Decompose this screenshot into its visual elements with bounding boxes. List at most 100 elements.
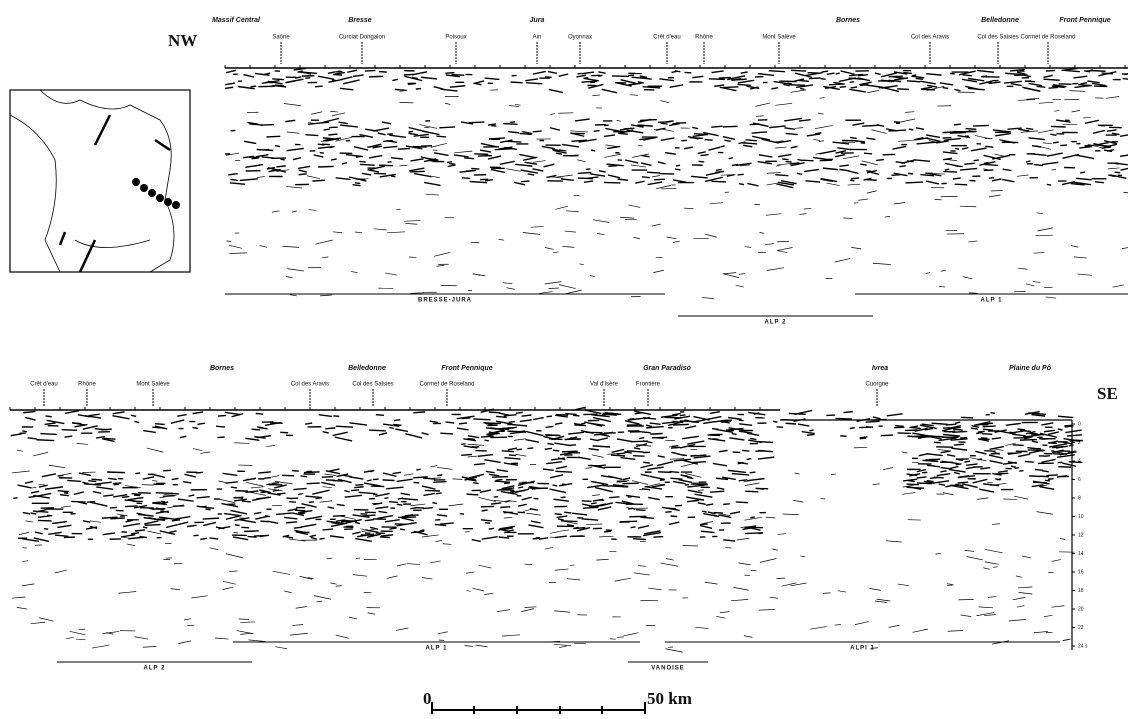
reflector: [566, 210, 579, 213]
reflector: [396, 503, 403, 506]
reflector: [776, 183, 794, 189]
reflector: [843, 410, 853, 414]
reflector: [313, 154, 324, 158]
reflector: [957, 481, 969, 484]
place-label: Frontière: [636, 382, 661, 388]
reflector: [408, 132, 419, 136]
reflector: [184, 473, 196, 478]
reflector: [589, 438, 599, 442]
reflector: [102, 532, 115, 536]
reflector: [103, 437, 116, 440]
reflector: [728, 157, 733, 160]
reflector: [234, 496, 244, 500]
reflector: [765, 516, 776, 519]
reflector: [755, 102, 771, 107]
reflector: [712, 462, 728, 467]
reflector: [405, 433, 423, 439]
reflector: [467, 437, 476, 441]
reflector: [1039, 486, 1055, 490]
reflector: [750, 86, 759, 90]
reflector: [577, 159, 586, 163]
reflector: [506, 168, 521, 172]
reflector: [739, 423, 753, 427]
reflector: [516, 448, 522, 451]
reflector: [561, 483, 567, 486]
reflector: [487, 155, 502, 160]
reflector: [378, 432, 388, 436]
reflector: [335, 177, 351, 181]
reflector: [266, 483, 271, 486]
reflector: [305, 77, 311, 79]
reflector: [627, 417, 644, 421]
reflector: [759, 232, 765, 234]
reflector: [793, 500, 804, 503]
reflector: [307, 121, 324, 125]
place-label: Ain: [533, 35, 542, 41]
reflector: [1002, 178, 1015, 183]
reflector: [1047, 431, 1059, 436]
reflector: [925, 272, 931, 274]
reflector: [925, 180, 940, 185]
reflector: [315, 239, 333, 245]
reflector: [626, 450, 644, 453]
place-label: Val d'Isère: [590, 382, 618, 388]
reflector: [1078, 84, 1091, 87]
reflector: [954, 88, 961, 92]
reflector: [106, 632, 114, 635]
reflector: [339, 87, 354, 91]
reflector: [529, 507, 539, 511]
reflector: [32, 486, 37, 489]
reflector: [707, 511, 716, 515]
reflector: [456, 415, 475, 420]
reflector: [1012, 433, 1026, 437]
reflector: [437, 466, 453, 470]
reflector: [502, 122, 518, 125]
reflector: [996, 478, 1002, 481]
reflector: [1041, 470, 1049, 473]
reflector: [929, 173, 946, 175]
reflector: [1069, 90, 1086, 92]
reflector: [755, 115, 764, 117]
reflector: [186, 524, 197, 528]
reflector: [1059, 451, 1077, 456]
reflector: [639, 118, 658, 122]
reflector: [274, 84, 285, 87]
reflector: [45, 415, 52, 418]
reflector: [711, 70, 724, 74]
reflector: [776, 162, 794, 166]
reflector: [490, 168, 506, 174]
reflector: [891, 75, 905, 80]
reflector: [383, 423, 400, 427]
reflector: [276, 165, 286, 168]
reflector: [488, 527, 495, 530]
reflector: [276, 169, 289, 172]
reflector: [286, 147, 304, 152]
reflector: [384, 496, 389, 500]
reflector: [429, 175, 440, 178]
reflector: [571, 139, 588, 142]
reflector: [936, 472, 951, 477]
reflector: [390, 175, 396, 178]
reflector: [148, 516, 164, 521]
reflector: [528, 524, 544, 529]
reflector: [301, 503, 317, 508]
reflector: [264, 421, 282, 426]
reflector: [382, 472, 397, 477]
reflector: [881, 79, 895, 83]
reflector: [720, 174, 736, 176]
reflector: [642, 85, 661, 89]
place-label: Crêt d'eau: [653, 35, 681, 41]
reflector: [1026, 98, 1040, 100]
reflector: [244, 530, 259, 533]
reflector: [707, 437, 726, 442]
reflector: [209, 537, 219, 540]
reflector: [955, 421, 961, 424]
reflector: [740, 164, 751, 167]
reflector: [411, 530, 425, 534]
reflector: [991, 178, 1002, 182]
reflector: [966, 463, 978, 467]
reflector: [1022, 555, 1032, 559]
reflector: [461, 442, 466, 446]
reflector: [958, 598, 974, 601]
reflector: [430, 142, 448, 148]
